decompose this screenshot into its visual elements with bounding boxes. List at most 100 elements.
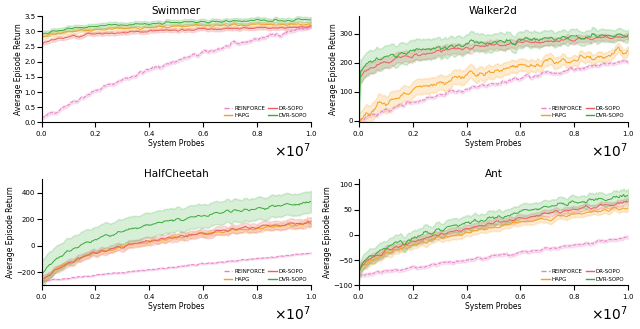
X-axis label: System Probes: System Probes — [148, 139, 204, 148]
DVR-SOPO — [624, 33, 632, 37]
DVR-SOPO — [307, 18, 315, 22]
Title: Walker2d: Walker2d — [469, 6, 518, 15]
Title: Swimmer: Swimmer — [152, 6, 201, 15]
DVR-SOPO — [294, 17, 302, 21]
HAPG — [624, 206, 632, 210]
DR-SOPO — [520, 216, 527, 220]
DR-SOPO — [38, 42, 45, 46]
DR-SOPO — [623, 199, 630, 203]
Line: DVR-SOPO: DVR-SOPO — [359, 34, 628, 121]
HAPG — [515, 63, 522, 66]
Line: HAPG: HAPG — [359, 47, 628, 121]
HAPG — [611, 205, 618, 209]
DR-SOPO — [38, 276, 46, 280]
DVR-SOPO — [515, 210, 523, 214]
Legend: REINFORCE, HAPG, DR-SOPO, DVR-SOPO: REINFORCE, HAPG, DR-SOPO, DVR-SOPO — [223, 268, 308, 283]
REINFORCE — [282, 30, 289, 34]
REINFORCE — [516, 77, 524, 81]
DVR-SOPO — [600, 34, 607, 38]
HAPG — [614, 45, 622, 49]
Legend: REINFORCE, HAPG, DR-SOPO, DVR-SOPO: REINFORCE, HAPG, DR-SOPO, DVR-SOPO — [223, 105, 308, 119]
DR-SOPO — [515, 40, 522, 44]
HAPG — [356, 268, 364, 272]
DVR-SOPO — [306, 199, 314, 203]
Line: REINFORCE: REINFORCE — [42, 253, 311, 281]
DR-SOPO — [623, 34, 630, 38]
REINFORCE — [624, 60, 632, 64]
REINFORCE — [265, 256, 273, 260]
REINFORCE — [307, 251, 315, 255]
HAPG — [599, 57, 607, 61]
REINFORCE — [198, 261, 205, 265]
HAPG — [197, 231, 205, 235]
REINFORCE — [583, 65, 591, 69]
DR-SOPO — [356, 76, 364, 80]
Line: HAPG: HAPG — [42, 222, 311, 284]
DVR-SOPO — [307, 200, 315, 204]
REINFORCE — [356, 117, 364, 121]
REINFORCE — [355, 118, 363, 122]
DR-SOPO — [38, 277, 45, 281]
X-axis label: System Probes: System Probes — [148, 302, 204, 311]
REINFORCE — [197, 261, 205, 265]
DVR-SOPO — [38, 271, 46, 275]
DVR-SOPO — [203, 20, 211, 24]
Line: REINFORCE: REINFORCE — [359, 60, 628, 120]
REINFORCE — [623, 235, 631, 239]
Line: DR-SOPO: DR-SOPO — [42, 221, 311, 279]
Line: DVR-SOPO: DVR-SOPO — [42, 201, 311, 274]
Line: DR-SOPO: DR-SOPO — [42, 26, 311, 44]
DR-SOPO — [582, 36, 589, 40]
DR-SOPO — [355, 77, 363, 81]
DR-SOPO — [520, 40, 527, 44]
REINFORCE — [307, 24, 315, 28]
DVR-SOPO — [265, 206, 273, 210]
HAPG — [356, 119, 364, 123]
REINFORCE — [600, 61, 607, 65]
DR-SOPO — [599, 35, 607, 39]
REINFORCE — [521, 249, 529, 253]
DR-SOPO — [197, 231, 205, 235]
REINFORCE — [38, 279, 46, 283]
HAPG — [38, 282, 45, 286]
DVR-SOPO — [282, 19, 289, 23]
DVR-SOPO — [356, 268, 364, 272]
DR-SOPO — [307, 219, 315, 223]
DR-SOPO — [599, 203, 607, 207]
DR-SOPO — [203, 232, 211, 236]
DR-SOPO — [282, 223, 289, 227]
DR-SOPO — [38, 42, 46, 46]
Line: REINFORCE: REINFORCE — [42, 26, 311, 118]
DR-SOPO — [355, 271, 363, 275]
HAPG — [198, 24, 205, 28]
DVR-SOPO — [515, 211, 522, 215]
REINFORCE — [515, 250, 523, 254]
DVR-SOPO — [624, 193, 632, 197]
REINFORCE — [282, 253, 289, 257]
DR-SOPO — [305, 219, 312, 223]
HAPG — [38, 281, 46, 285]
DR-SOPO — [515, 39, 523, 43]
DVR-SOPO — [588, 32, 596, 36]
DVR-SOPO — [203, 214, 211, 218]
DVR-SOPO — [355, 119, 363, 123]
REINFORCE — [197, 51, 205, 55]
REINFORCE — [265, 34, 273, 38]
HAPG — [303, 220, 311, 224]
DVR-SOPO — [599, 197, 607, 201]
DR-SOPO — [282, 26, 289, 30]
DVR-SOPO — [520, 208, 527, 212]
DVR-SOPO — [582, 35, 589, 39]
DR-SOPO — [515, 215, 523, 219]
DR-SOPO — [198, 231, 205, 235]
REINFORCE — [38, 115, 46, 119]
HAPG — [307, 221, 315, 225]
HAPG — [282, 23, 289, 27]
HAPG — [198, 232, 205, 236]
REINFORCE — [203, 50, 211, 54]
REINFORCE — [38, 279, 45, 283]
DVR-SOPO — [515, 38, 522, 42]
DR-SOPO — [624, 200, 632, 204]
DVR-SOPO — [198, 214, 205, 218]
HAPG — [624, 48, 632, 52]
